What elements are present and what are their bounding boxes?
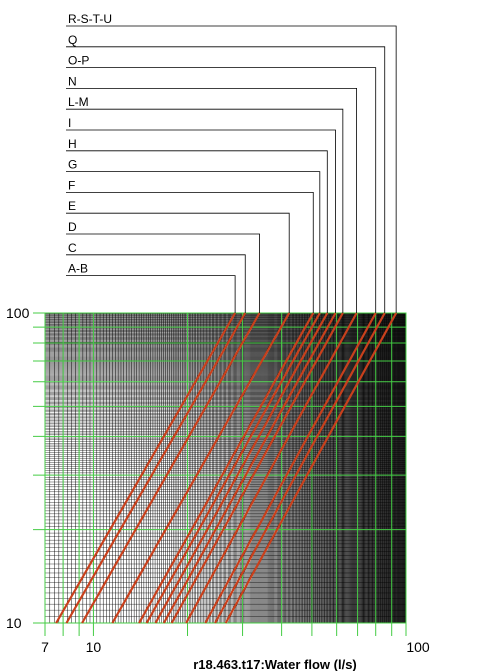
- leader-l-m: [66, 108, 344, 313]
- axis-tick-labels: 7 10 100 10 100: [6, 305, 430, 655]
- series-line-g: [145, 312, 321, 624]
- series-line-n: [185, 312, 358, 624]
- leader-f: [66, 191, 314, 313]
- y-tick-label: 10: [6, 615, 22, 631]
- series-label-e: E: [68, 199, 76, 213]
- plot-frame: [44, 312, 407, 624]
- leader-o-p: [66, 67, 377, 313]
- series-line-q: [214, 312, 386, 624]
- x-tick-label: 10: [86, 639, 102, 655]
- leader-r-s-t-u: [66, 25, 397, 313]
- series-line-e: [111, 312, 291, 624]
- series-label-g: G: [68, 158, 77, 172]
- x-tick-label: 7: [41, 639, 49, 655]
- series-line-a-b: [55, 312, 237, 624]
- series-line-f: [138, 312, 315, 624]
- leader-a-b: [66, 275, 236, 313]
- series-label-i: I: [68, 116, 71, 130]
- series-label-n: N: [68, 74, 77, 88]
- series-label-h: H: [68, 137, 77, 151]
- series-line-l-m: [170, 312, 344, 624]
- series-lines: [55, 312, 398, 624]
- leader-c: [66, 254, 246, 313]
- series-label-a-b: A-B: [68, 262, 88, 276]
- grid-major: [33, 312, 407, 636]
- leader-e: [66, 212, 290, 313]
- x-tick-label: 100: [406, 639, 430, 655]
- series-label-c: C: [68, 241, 77, 255]
- series-line-h: [154, 312, 329, 624]
- series-label-l-m: L-M: [68, 95, 89, 109]
- leader-h: [66, 150, 328, 313]
- series-line-c: [65, 312, 247, 624]
- y-tick-label: 100: [6, 305, 30, 321]
- x-axis-label: r18.463.t17:Water flow (l/s): [193, 657, 357, 671]
- series-label-q: Q: [68, 33, 77, 47]
- leader-d: [66, 233, 260, 313]
- leader-g: [66, 171, 321, 313]
- series-line-o-p: [204, 312, 377, 624]
- series-line-d: [81, 312, 261, 624]
- leader-q: [66, 46, 386, 313]
- series-line-i: [162, 312, 337, 624]
- series-label-r-s-t-u: R-S-T-U: [68, 12, 112, 26]
- leader-i: [66, 129, 336, 313]
- series-label-d: D: [68, 220, 77, 234]
- series-label-f: F: [68, 178, 75, 192]
- series-label-o-p: O-P: [68, 54, 89, 68]
- series-line-r-s-t-u: [224, 312, 398, 624]
- leader-n: [66, 88, 358, 313]
